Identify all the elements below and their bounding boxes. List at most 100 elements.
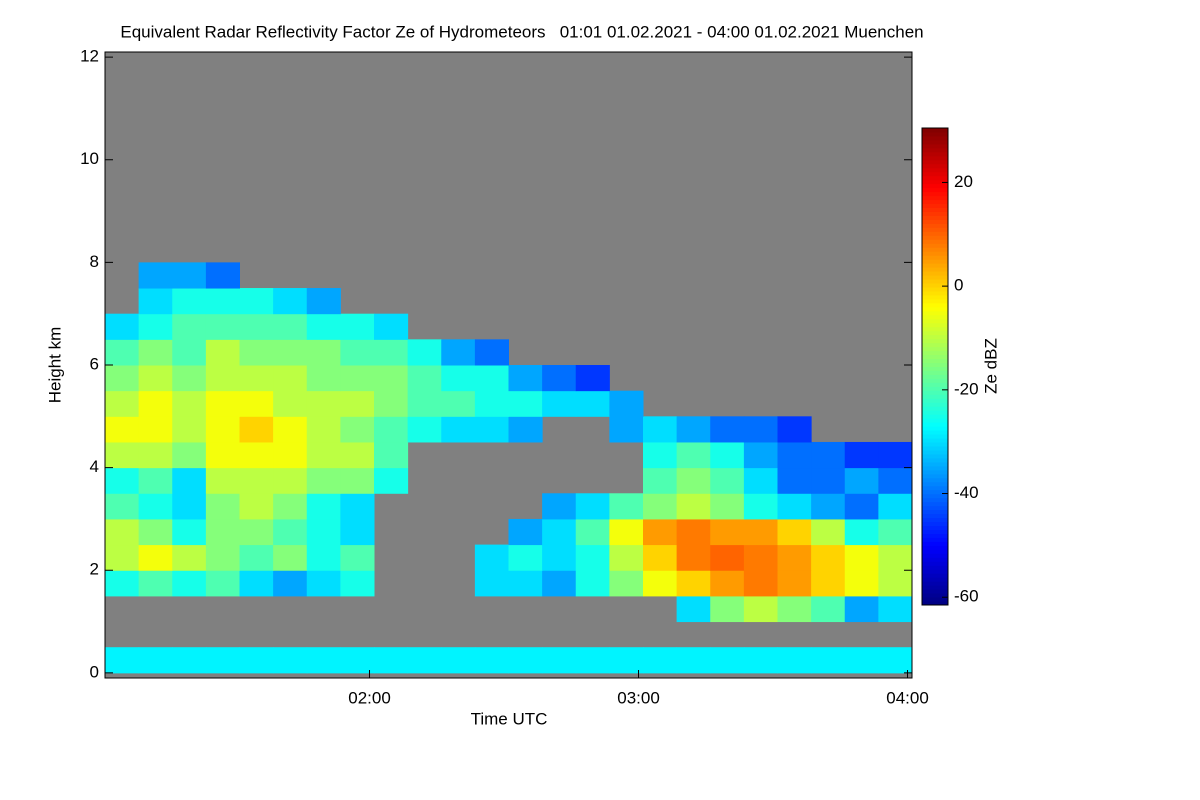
colorbar-segment: [922, 290, 948, 296]
colorbar-segment: [922, 207, 948, 212]
heatmap-cell: [474, 544, 509, 571]
chart-title: Equivalent Radar Reflectivity Factor Ze …: [120, 22, 923, 41]
heatmap-cell: [844, 518, 879, 546]
heatmap-cell: [407, 416, 442, 443]
colorbar-segment: [922, 533, 948, 538]
heatmap-cell: [777, 416, 812, 443]
colorbar-segment: [922, 521, 948, 526]
heatmap-cell: [542, 544, 577, 571]
heatmap-cell: [239, 544, 274, 571]
colorbar-segment: [922, 179, 948, 185]
colorbar-segment: [922, 426, 948, 431]
colorbar-segment: [922, 509, 948, 515]
heatmap-cell: [172, 288, 207, 315]
heatmap-cell: [542, 493, 577, 520]
heatmap-cell: [777, 518, 812, 546]
heatmap-cell: [844, 647, 879, 674]
colorbar-segment: [922, 330, 948, 336]
y-tick-label: 2: [90, 560, 99, 579]
heatmap-cell: [239, 467, 274, 494]
heatmap-cell: [205, 313, 240, 340]
colorbar-segment: [922, 139, 948, 145]
heatmap-cell: [306, 441, 341, 469]
colorbar-segment: [922, 211, 948, 216]
heatmap-cell: [172, 262, 207, 289]
heatmap-cell: [172, 441, 207, 469]
colorbar-segment: [922, 446, 948, 451]
colorbar-tick-label: -60: [954, 587, 979, 606]
colorbar-segment: [922, 175, 948, 181]
heatmap-cell: [441, 390, 476, 417]
heatmap-cell: [710, 570, 745, 597]
colorbar-segment: [922, 223, 948, 228]
colorbar-segment: [922, 537, 948, 542]
heatmap-cell: [743, 647, 778, 674]
colorbar-segment: [922, 565, 948, 570]
colorbar-segment: [922, 402, 948, 407]
heatmap-cell: [239, 518, 274, 546]
heatmap-cell: [643, 570, 678, 597]
colorbar-segment: [922, 199, 948, 205]
colorbar-segment: [922, 151, 948, 157]
heatmap-cell: [844, 441, 879, 469]
heatmap-cell: [105, 416, 140, 443]
heatmap-cell: [643, 467, 678, 494]
heatmap-cell: [205, 493, 240, 520]
heatmap-cell: [609, 390, 644, 417]
heatmap-cell: [844, 595, 879, 623]
heatmap-cell: [676, 647, 711, 674]
heatmap-cell: [844, 493, 879, 520]
x-tick-label: 03:00: [617, 688, 660, 707]
colorbar-segment: [922, 561, 948, 566]
heatmap-cell: [105, 365, 140, 392]
heatmap-cell: [878, 493, 913, 520]
heatmap-cell: [340, 467, 375, 494]
heatmap-cell: [441, 339, 476, 366]
heatmap-cell: [172, 365, 207, 392]
colorbar-segment: [922, 497, 948, 503]
heatmap-cell: [105, 647, 140, 674]
heatmap-cell: [340, 570, 375, 597]
colorbar-segment: [922, 231, 948, 236]
colorbar-segment: [922, 306, 948, 312]
colorbar-segment: [922, 358, 948, 364]
heatmap-cell: [340, 390, 375, 417]
heatmap-cell: [205, 288, 240, 315]
heatmap-cell: [374, 390, 409, 417]
heatmap-cell: [306, 313, 341, 340]
colorbar-segment: [922, 326, 948, 332]
colorbar-segment: [922, 195, 948, 201]
colorbar-segment: [922, 227, 948, 232]
heatmap-cell: [205, 416, 240, 443]
heatmap-cell: [105, 493, 140, 520]
heatmap-cell: [374, 441, 409, 469]
heatmap-cell: [710, 493, 745, 520]
heatmap-cell: [811, 570, 846, 597]
colorbar-segment: [922, 298, 948, 304]
colorbar-segment: [922, 601, 948, 606]
heatmap-cell: [306, 467, 341, 494]
colorbar-segment: [922, 239, 948, 244]
heatmap-cell: [239, 339, 274, 366]
colorbar-segment: [922, 593, 948, 598]
heatmap-cell: [374, 365, 409, 392]
heatmap-cell: [777, 441, 812, 469]
heatmap-cell: [239, 365, 274, 392]
heatmap-cell: [340, 416, 375, 443]
colorbar-segment: [922, 529, 948, 534]
heatmap-cell: [710, 647, 745, 674]
y-tick-label: 0: [90, 662, 99, 681]
heatmap-cell: [105, 467, 140, 494]
heatmap-cell: [306, 390, 341, 417]
heatmap-cell: [407, 647, 442, 674]
heatmap-cell: [205, 467, 240, 494]
colorbar-segment: [922, 505, 948, 511]
colorbar-segment: [922, 473, 948, 479]
colorbar-segment: [922, 370, 948, 375]
heatmap-cell: [878, 544, 913, 571]
heatmap-cell: [609, 416, 644, 443]
colorbar-segment: [922, 465, 948, 471]
heatmap-cell: [105, 313, 140, 340]
heatmap-cell: [306, 544, 341, 571]
heatmap-cell: [575, 544, 610, 571]
